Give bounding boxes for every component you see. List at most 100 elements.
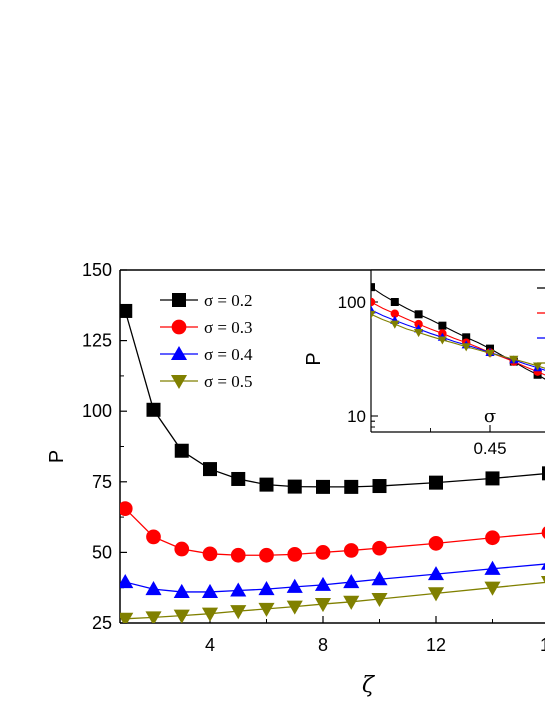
inset-series-0-point — [462, 333, 471, 342]
series-0-point — [344, 479, 359, 494]
series-0-point — [146, 402, 161, 417]
main-x-tick-label: 1 — [540, 635, 545, 655]
inset-series-line-3 — [371, 313, 545, 369]
main-y-tick-label: 125 — [82, 331, 112, 351]
inset-series-3-point — [461, 343, 471, 352]
series-3-point — [120, 612, 134, 623]
series-2-point — [343, 574, 360, 589]
series-0-point — [542, 466, 545, 481]
series-1-point — [146, 529, 161, 545]
main-y-tick-label: 75 — [92, 472, 112, 492]
series-3-point — [343, 595, 360, 610]
inset-plot: 10 100 0.45 Pσ — [303, 269, 545, 458]
inset-series-0-point — [371, 283, 375, 292]
legend-label: σ = 0.2 — [204, 291, 253, 310]
legend-marker — [170, 374, 188, 390]
main-y-tick-label: 150 — [82, 260, 112, 280]
series-0-point — [174, 443, 189, 458]
inset-x-axis-title: σ — [484, 406, 496, 427]
inset-series-1-point — [414, 319, 423, 329]
series-0-point — [316, 479, 330, 494]
series-2-point — [484, 560, 501, 575]
main-x-axis-title: ζ — [362, 673, 376, 698]
legend: σ = 0.2 σ = 0.3 σ = 0.4 σ = 0.5 — [160, 291, 253, 391]
legend-marker — [172, 293, 186, 307]
series-line-3 — [125, 581, 545, 620]
series-1-point — [230, 547, 246, 563]
series-2-point — [145, 581, 162, 596]
inset-series-3-point — [371, 310, 376, 319]
main-x-tick-label: 8 — [318, 635, 328, 655]
series-1-point — [485, 530, 500, 546]
series-2-point — [540, 562, 545, 570]
inset-series-3-point — [485, 349, 495, 358]
legend-marker — [171, 319, 187, 335]
series-3-point — [540, 576, 545, 584]
main-series-group — [120, 303, 545, 623]
series-2-point — [427, 566, 445, 581]
series-2-point — [173, 583, 190, 598]
series-1-point — [259, 547, 274, 563]
series-1-point — [315, 545, 331, 560]
main-y-tick-label: 50 — [92, 542, 112, 562]
series-1-point — [343, 543, 359, 558]
series-3-point — [258, 602, 275, 617]
series-0-point — [485, 471, 500, 486]
series-2-point — [286, 578, 303, 593]
series-3-point — [145, 611, 162, 623]
main-plot: 25 50 75 100 125 150 4 8 12 1 Pζ — [46, 260, 545, 698]
legend-marker — [170, 345, 188, 361]
series-1-point — [428, 536, 444, 551]
series-2-point — [201, 583, 219, 598]
series-1-point — [120, 501, 133, 516]
series-0-point — [372, 479, 387, 494]
main-x-tick-label: 12 — [426, 635, 446, 655]
series-0-point — [429, 475, 443, 490]
series-3-point — [286, 600, 303, 615]
main-y-tick-label: 100 — [82, 401, 112, 421]
main-x-tick-label: 4 — [205, 635, 215, 655]
series-1-point — [174, 541, 190, 557]
series-3-point — [314, 598, 332, 613]
inset-series-line-1 — [371, 301, 545, 376]
series-3-point — [484, 581, 501, 596]
inset-series-3-point — [390, 320, 400, 329]
series-2-point — [314, 576, 332, 591]
inset-series-3-point — [437, 336, 447, 345]
inset-series-0-point — [438, 321, 447, 330]
inset-series-0-point — [414, 310, 423, 319]
series-0-point — [231, 471, 246, 486]
series-0-point — [287, 479, 302, 494]
inset-y-axis-title: P — [303, 352, 325, 365]
inset-series-1-point — [371, 297, 376, 307]
inset-y-tick-label: 100 — [338, 293, 366, 312]
inset-series-3-point — [533, 362, 543, 371]
series-3-point — [173, 609, 190, 623]
legend-label: σ = 0.3 — [204, 318, 253, 337]
main-y-axis-title: P — [46, 450, 68, 463]
inset-series-line-2 — [371, 309, 545, 371]
series-3-point — [201, 607, 219, 622]
series-0-point — [259, 477, 274, 492]
series-line-2 — [125, 563, 545, 593]
inset-series-1-point — [390, 309, 399, 318]
series-2-point — [120, 574, 134, 589]
series-1-point — [202, 546, 218, 562]
series-0-point — [120, 303, 133, 318]
inset-series-3-point — [509, 355, 519, 364]
main-y-tick-label: 25 — [92, 613, 112, 633]
series-2-point — [230, 582, 247, 597]
series-1-point — [287, 547, 303, 562]
series-3-point — [371, 592, 388, 608]
inset-x-tick-label: 0.45 — [473, 439, 506, 458]
series-3-point — [230, 605, 247, 620]
series-0-point — [203, 462, 217, 477]
series-1-point — [372, 540, 387, 556]
series-3-point — [427, 587, 445, 602]
series-2-point — [371, 571, 388, 586]
series-2-point — [258, 581, 275, 596]
inset-background — [371, 270, 545, 432]
inset-series-0-point — [390, 298, 399, 306]
inset-y-tick-label: 10 — [347, 407, 366, 426]
